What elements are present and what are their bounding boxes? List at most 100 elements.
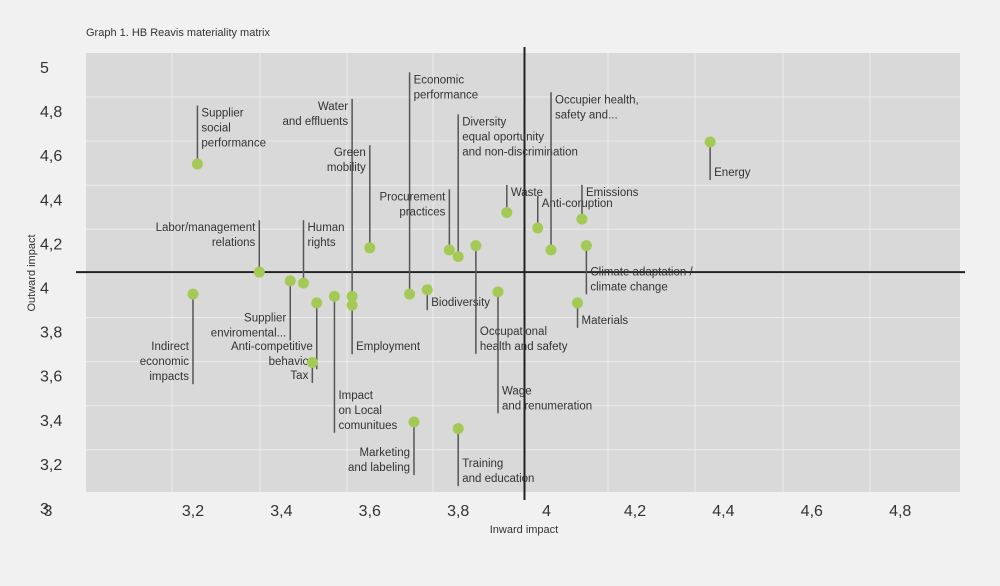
point-label: equal oportunity [462, 131, 544, 143]
point-marker [532, 222, 544, 234]
y-tick-label: 4,4 [40, 192, 62, 209]
x-tick-label: 3,4 [270, 503, 292, 520]
data-point: Supplier social performance [191, 105, 266, 170]
point-label: Economic [414, 74, 465, 86]
point-marker [452, 251, 464, 263]
x-tick-label: 3,8 [447, 503, 469, 520]
point-marker [572, 297, 584, 309]
point-label: Supplier [201, 108, 243, 120]
point-label: Energy [714, 167, 751, 179]
point-marker [298, 277, 309, 289]
x-tick-label: 4,4 [712, 503, 734, 520]
y-tick-label: 3 [40, 501, 49, 518]
point-label: rights [308, 237, 336, 249]
data-point: Employment [346, 299, 421, 355]
point-marker [545, 244, 557, 256]
point-label: Human [308, 222, 345, 234]
data-point: Training and education [452, 423, 534, 487]
point-label: comunitues [338, 420, 397, 432]
point-marker [191, 158, 203, 170]
point-marker [408, 416, 420, 428]
x-axis-ticks: 3 3,2 3,4 3,6 3,8 4 4,2 4,4 4,6 4,8 [44, 503, 912, 520]
point-marker [311, 297, 323, 309]
y-tick-label: 4,6 [40, 148, 62, 165]
data-point: Climate adaptation / climate change [580, 240, 693, 295]
point-marker [328, 290, 340, 302]
point-marker [364, 242, 376, 254]
data-point: Anti-coruption [532, 195, 613, 234]
data-point: Materials [572, 297, 629, 328]
point-label: Supplier [244, 313, 286, 325]
data-point: Human rights [298, 220, 345, 289]
point-marker [346, 290, 358, 302]
x-tick-label: 4,6 [801, 503, 823, 520]
point-marker [346, 299, 358, 311]
x-tick-label: 4,8 [889, 503, 911, 520]
point-label: Biodiversity [431, 297, 490, 309]
data-point: Waste [501, 184, 543, 219]
data-point: Energy [704, 136, 751, 181]
point-label: and education [462, 473, 534, 485]
point-marker [443, 244, 455, 256]
data-point: Indirect economic impacts [140, 288, 199, 385]
point-label: climate change [590, 281, 667, 293]
point-label: economic [140, 356, 189, 368]
x-tick-label: 3,2 [182, 503, 204, 520]
point-label: and labeling [348, 462, 410, 474]
point-marker [501, 207, 513, 219]
point-label: performance [414, 89, 479, 101]
point-label: Materials [582, 315, 629, 327]
point-label: Employment [356, 341, 421, 353]
data-point: Tax [290, 356, 318, 383]
data-point: Green mobility [327, 145, 376, 254]
data-point: Occupier health, safety and... [545, 92, 639, 256]
data-point: Labor/management relations [156, 220, 265, 278]
point-marker [253, 266, 265, 278]
point-label: Occupational [480, 326, 547, 338]
data-point: Marketing and labeling [348, 416, 420, 476]
point-label: Climate adaptation / [590, 266, 693, 278]
point-marker [306, 356, 318, 368]
point-marker [470, 240, 482, 252]
point-label: mobility [327, 162, 366, 174]
y-tick-label: 4,2 [40, 236, 62, 253]
data-point: Occupational health and safety [470, 240, 568, 354]
point-marker [421, 284, 433, 296]
point-label: Green [334, 147, 366, 159]
x-tick-label: 3,6 [359, 503, 381, 520]
point-label: social [201, 123, 230, 135]
point-label: practices [399, 206, 445, 218]
data-point: Water and effluents [282, 98, 358, 302]
point-marker [576, 213, 588, 225]
point-label: Anti-coruption [542, 198, 613, 210]
data-point: Diversity equal oportunity and non-discrim… [452, 114, 578, 263]
y-tick-label: 4,8 [40, 104, 62, 121]
point-label: Marketing [360, 447, 411, 459]
point-label: Labor/management [156, 222, 257, 234]
point-marker [452, 423, 464, 435]
y-axis-label: Outward impact [26, 234, 38, 311]
point-label: health and safety [480, 341, 568, 353]
point-label: Water [318, 101, 348, 113]
point-marker [580, 240, 592, 252]
point-label: and effluents [282, 116, 348, 128]
point-label: and non-discrimination [462, 146, 578, 158]
point-label: behavior [269, 356, 313, 368]
point-label: relations [212, 237, 256, 249]
point-marker [704, 136, 716, 148]
y-tick-label: 4 [40, 281, 49, 298]
data-point: Economic performance [404, 72, 479, 300]
y-tick-label: 3,6 [40, 369, 62, 386]
data-point: Anti-competitive behavior [231, 297, 323, 370]
y-tick-label: 3,8 [40, 325, 62, 342]
data-point: Supplier enviromental... [211, 275, 296, 341]
y-axis-ticks: 5 4,8 4,6 4,4 4,2 4 3,8 3,6 3,4 3,2 3 [40, 60, 62, 518]
point-label: Indirect [151, 341, 190, 353]
point-label: Impact [338, 390, 373, 402]
point-label: Waste [511, 187, 543, 199]
point-label: Anti-competitive [231, 341, 313, 353]
data-point: Procurement practices [380, 189, 455, 256]
point-marker [284, 275, 296, 287]
point-label: enviromental... [211, 328, 286, 340]
